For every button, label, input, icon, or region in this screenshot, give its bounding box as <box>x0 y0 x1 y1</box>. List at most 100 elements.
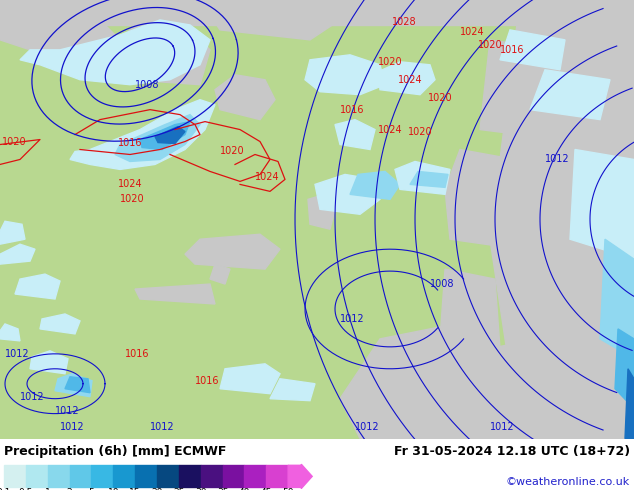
Polygon shape <box>200 0 340 40</box>
Text: 1020: 1020 <box>378 57 403 67</box>
Text: 1012: 1012 <box>20 392 44 402</box>
Polygon shape <box>0 0 520 439</box>
Text: 1012: 1012 <box>355 421 380 432</box>
Polygon shape <box>600 239 634 359</box>
Polygon shape <box>115 115 200 162</box>
Bar <box>48 466 70 488</box>
Bar <box>266 466 288 488</box>
Polygon shape <box>378 62 435 95</box>
Text: 1024: 1024 <box>398 75 423 85</box>
Text: 25: 25 <box>173 489 184 490</box>
Text: 1016: 1016 <box>118 138 143 147</box>
Bar <box>245 466 266 488</box>
Text: 15: 15 <box>129 489 141 490</box>
Polygon shape <box>570 149 634 259</box>
Text: 1020: 1020 <box>408 126 432 137</box>
Bar <box>179 466 201 488</box>
Text: ©weatheronline.co.uk: ©weatheronline.co.uk <box>506 477 630 488</box>
Text: 1016: 1016 <box>500 45 524 55</box>
Text: 1012: 1012 <box>545 154 569 165</box>
Text: 1012: 1012 <box>340 314 365 324</box>
Text: 1012: 1012 <box>5 349 30 359</box>
Polygon shape <box>70 99 215 170</box>
Polygon shape <box>0 0 120 60</box>
Text: 30: 30 <box>195 489 207 490</box>
Text: 1012: 1012 <box>55 406 80 416</box>
Text: 50: 50 <box>282 489 294 490</box>
Polygon shape <box>115 20 210 85</box>
Polygon shape <box>350 172 400 199</box>
Text: 1024: 1024 <box>118 179 143 190</box>
Polygon shape <box>185 234 280 269</box>
Bar <box>113 466 135 488</box>
Polygon shape <box>615 329 634 409</box>
Polygon shape <box>315 174 380 214</box>
Text: 1020: 1020 <box>428 93 453 103</box>
Polygon shape <box>0 324 20 341</box>
Polygon shape <box>440 269 500 349</box>
Polygon shape <box>480 40 560 140</box>
Polygon shape <box>30 351 68 374</box>
Text: 20: 20 <box>152 489 163 490</box>
Polygon shape <box>55 374 92 397</box>
Polygon shape <box>0 221 25 244</box>
Polygon shape <box>135 284 215 304</box>
Bar <box>91 466 113 488</box>
Text: 1: 1 <box>45 489 51 490</box>
Text: 1024: 1024 <box>255 172 280 182</box>
Text: 1024: 1024 <box>460 27 484 37</box>
Text: 45: 45 <box>261 489 272 490</box>
Polygon shape <box>335 120 375 149</box>
Text: 1016: 1016 <box>195 376 219 386</box>
FancyArrow shape <box>288 464 312 489</box>
Text: 1028: 1028 <box>392 17 417 27</box>
Bar <box>70 466 91 488</box>
Text: 1020: 1020 <box>2 137 27 147</box>
Text: 1012: 1012 <box>150 421 174 432</box>
Polygon shape <box>215 75 275 120</box>
Polygon shape <box>65 377 90 392</box>
Text: 1024: 1024 <box>378 124 403 135</box>
Text: 0.1: 0.1 <box>0 489 11 490</box>
Polygon shape <box>15 274 60 299</box>
Polygon shape <box>440 319 634 439</box>
Text: Fr 31-05-2024 12.18 UTC (18+72): Fr 31-05-2024 12.18 UTC (18+72) <box>394 445 630 458</box>
Bar <box>223 466 245 488</box>
Polygon shape <box>500 30 565 70</box>
Bar <box>135 466 157 488</box>
Polygon shape <box>490 0 634 439</box>
Polygon shape <box>140 122 190 149</box>
Polygon shape <box>210 264 230 284</box>
Text: 1008: 1008 <box>135 80 160 90</box>
Polygon shape <box>305 55 385 95</box>
Text: 1016: 1016 <box>125 349 150 359</box>
Text: 1008: 1008 <box>430 279 455 289</box>
Polygon shape <box>308 195 335 229</box>
Bar <box>201 466 223 488</box>
Text: 1016: 1016 <box>340 105 365 115</box>
Text: 35: 35 <box>217 489 228 490</box>
Polygon shape <box>340 319 500 439</box>
Text: 1012: 1012 <box>490 421 515 432</box>
Polygon shape <box>0 244 35 264</box>
Polygon shape <box>530 70 610 120</box>
Text: 1020: 1020 <box>120 195 145 204</box>
Polygon shape <box>0 0 634 25</box>
Polygon shape <box>20 20 210 85</box>
Polygon shape <box>220 364 280 393</box>
Bar <box>157 466 179 488</box>
Bar <box>4 466 26 488</box>
Text: 1020: 1020 <box>478 40 503 50</box>
Polygon shape <box>625 369 634 439</box>
Text: 2: 2 <box>67 489 72 490</box>
Text: Precipitation (6h) [mm] ECMWF: Precipitation (6h) [mm] ECMWF <box>4 445 226 458</box>
Polygon shape <box>395 162 450 195</box>
Text: 40: 40 <box>239 489 250 490</box>
Bar <box>26 466 48 488</box>
Text: 5: 5 <box>89 489 94 490</box>
Polygon shape <box>270 379 315 401</box>
Polygon shape <box>410 172 448 187</box>
Text: 1012: 1012 <box>60 421 84 432</box>
Polygon shape <box>40 314 80 334</box>
Text: 1020: 1020 <box>220 147 245 156</box>
